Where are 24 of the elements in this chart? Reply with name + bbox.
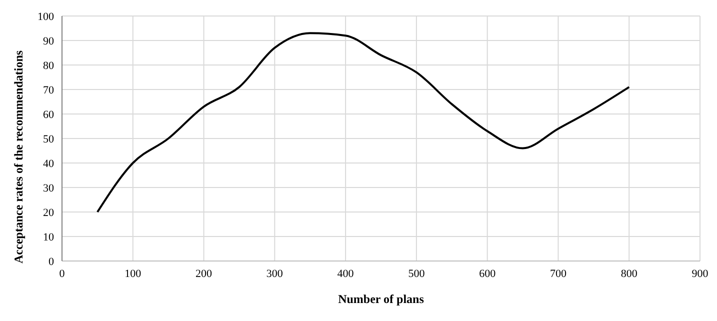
x-tick-label: 500 (408, 268, 426, 280)
x-tick-label: 900 (692, 268, 709, 280)
x-tick-label: 300 (266, 268, 284, 280)
x-axis-title: Number of plans (338, 292, 424, 306)
x-tick-label: 100 (124, 268, 142, 280)
y-tick-label: 30 (43, 182, 54, 194)
y-tick-label: 20 (43, 206, 54, 219)
y-tick-label: 0 (48, 256, 54, 268)
line-series (96, 32, 630, 213)
y-tick-label: 40 (43, 158, 54, 170)
x-tick-label: 200 (196, 268, 213, 280)
y-tick-label: 100 (38, 10, 54, 23)
x-tick-label: 800 (620, 268, 638, 280)
x-tick-label: 0 (59, 268, 66, 280)
y-tick-label: 60 (43, 108, 54, 121)
y-tick-label: 80 (43, 60, 54, 72)
y-tick-label: 50 (43, 133, 54, 146)
y-tick-label: 90 (43, 35, 54, 48)
y-axis-title: Acceptance rates of the recommendations (11, 50, 26, 264)
x-tick-label: 600 (479, 268, 496, 280)
y-tick-label: 70 (43, 84, 54, 96)
x-tick-label: 400 (337, 268, 354, 280)
y-tick-label: 10 (43, 231, 54, 244)
x-tick-label: 700 (550, 268, 567, 280)
